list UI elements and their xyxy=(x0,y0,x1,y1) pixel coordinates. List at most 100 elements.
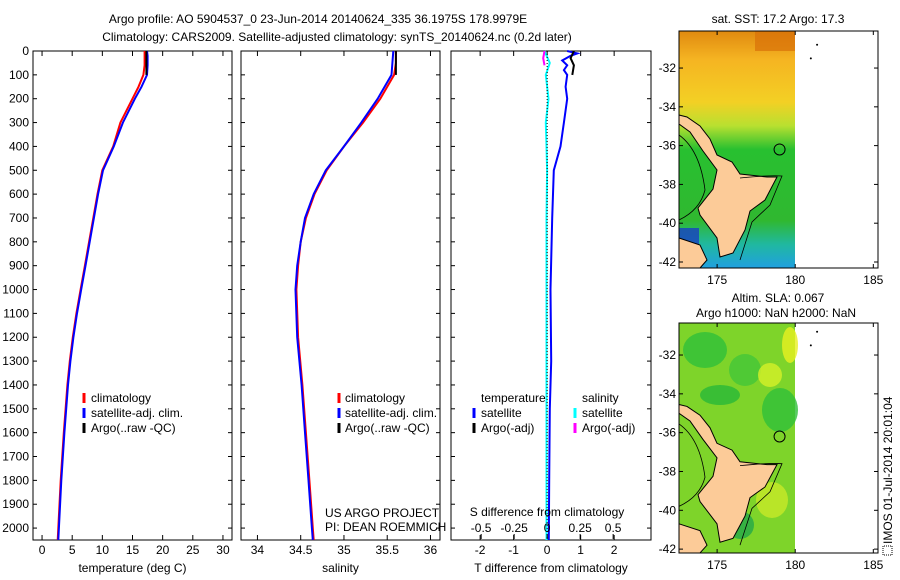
plot-frame xyxy=(450,50,652,541)
x-tick-label: 20 xyxy=(156,543,170,557)
difference-legend: temperature satellite Argo(-adj) salinit… xyxy=(472,391,635,435)
series-line-climatology xyxy=(56,51,146,541)
x-tick-label: 25 xyxy=(186,543,200,557)
difference-panel: -2 -1 0 1 2 T difference from climatology -0.5… xyxy=(450,50,652,575)
x-tick-label: 1 xyxy=(577,543,584,557)
lon-tick-label: 185 xyxy=(863,558,883,572)
sla-low-patch xyxy=(683,332,727,368)
lon-tick-label: 180 xyxy=(785,558,805,572)
x-tick-label: 15 xyxy=(126,543,140,557)
y-tick-label: 1900 xyxy=(2,497,29,511)
y-tick-label: 0 xyxy=(22,44,29,58)
series-line-t-satellite xyxy=(547,50,581,541)
title-line-2: Climatology: CARS2009. Satellite-adjuste… xyxy=(102,30,572,44)
x-tick-label: -2 xyxy=(475,543,486,557)
sla-low-patch xyxy=(762,388,798,432)
legend-label: Argo(-adj) xyxy=(481,421,534,435)
s-axis-tick-label: 0 xyxy=(544,521,551,535)
argo-float-marker xyxy=(773,143,786,156)
s-axis-tick-label: 0.25 xyxy=(568,521,592,535)
island-marker xyxy=(809,344,812,347)
x-tick-label: 34 xyxy=(251,543,265,557)
y-tick-label: 1000 xyxy=(2,283,29,297)
credit-line-2: PI: DEAN ROEMMICH xyxy=(325,520,446,534)
y-tick-label: 400 xyxy=(9,139,29,153)
y-tick-label: 2000 xyxy=(2,521,29,535)
y-tick-label: 1300 xyxy=(2,354,29,368)
legend-label: satellite xyxy=(481,406,522,420)
x-tick-label: 36 xyxy=(424,543,438,557)
x-tick-label: 30 xyxy=(216,543,230,557)
x-tick-label: 0 xyxy=(544,543,551,557)
lon-tick-label: 180 xyxy=(785,273,805,287)
map-frame xyxy=(678,322,879,554)
x-tick-label: 35.5 xyxy=(376,543,400,557)
y-tick-label: 300 xyxy=(9,116,29,130)
lat-tick-label: -38 xyxy=(659,177,677,191)
sla-high-patch xyxy=(782,327,798,363)
series-line-climatology xyxy=(295,51,397,541)
legend-label: satellite xyxy=(582,406,623,420)
island-marker xyxy=(809,57,812,60)
y-tick-label: 1400 xyxy=(2,378,29,392)
y-tick-label: 1600 xyxy=(2,426,29,440)
legend-label: Argo(..raw -QC) xyxy=(91,421,176,435)
temperature-panel: 0100200300400500600700800900100011001200… xyxy=(2,44,233,575)
legend-label: satellite-adj. clim. xyxy=(345,406,437,420)
x-axis-label: salinity xyxy=(322,561,359,575)
sst-map-title: sat. SST: 17.2 Argo: 17.3 xyxy=(712,12,845,26)
island-marker xyxy=(816,330,819,333)
lat-tick-label: -32 xyxy=(659,61,677,75)
y-tick-label: 1800 xyxy=(2,473,29,487)
legend-label: satellite-adj. clim. xyxy=(91,406,183,420)
island-marker xyxy=(816,43,819,46)
series-line-satellite-adj-clim- xyxy=(57,50,149,541)
lat-tick-label: -36 xyxy=(659,139,677,153)
series-line-satellite-adj-clim- xyxy=(294,50,395,541)
sla-map-subtitle: Argo h1000: NaN h2000: NaN xyxy=(696,306,856,320)
series-line-s-argo-adj- xyxy=(542,50,546,66)
legend-title-temperature: temperature xyxy=(481,391,546,405)
argo-float-marker xyxy=(773,430,786,443)
lat-tick-label: -42 xyxy=(659,542,677,556)
lat-tick-label: -34 xyxy=(659,387,677,401)
y-tick-label: 500 xyxy=(9,163,29,177)
credit-line-1: US ARGO PROJECT xyxy=(325,506,440,520)
legend-label: Argo(-adj) xyxy=(582,421,635,435)
y-tick-label: 1700 xyxy=(2,450,29,464)
sst-map xyxy=(678,31,795,269)
x-tick-label: 0 xyxy=(39,543,46,557)
map-frame xyxy=(678,30,879,269)
sla-map xyxy=(678,323,798,554)
y-tick-label: 900 xyxy=(9,259,29,273)
s-axis-tick-label: 0.5 xyxy=(605,521,622,535)
lat-tick-label: -40 xyxy=(659,216,677,230)
y-tick-label: 600 xyxy=(9,187,29,201)
lat-tick-label: -32 xyxy=(659,348,677,362)
lat-tick-label: -42 xyxy=(659,255,677,269)
sla-low-patch xyxy=(729,354,761,386)
y-tick-label: 100 xyxy=(9,68,29,82)
x-axis-label: T difference from climatology xyxy=(474,561,628,575)
imos-logo-icon xyxy=(882,545,893,556)
salinity-legend: climatology satellite-adj. clim. Argo(..… xyxy=(337,391,437,435)
imos-timestamp: IMOS 01-Jul-2014 20:01:04 xyxy=(881,396,895,544)
x-tick-label: 10 xyxy=(96,543,110,557)
y-tick-label: 1100 xyxy=(3,306,29,320)
x-tick-label: 34.5 xyxy=(289,543,313,557)
legend-label: Argo(..raw -QC) xyxy=(345,421,430,435)
s-axis-tick-label: -0.25 xyxy=(500,521,528,535)
legend-title-salinity: salinity xyxy=(582,391,619,405)
sla-low-patch xyxy=(700,385,740,405)
x-tick-label: 35 xyxy=(337,543,351,557)
s-axis-tick-label: -0.5 xyxy=(471,521,492,535)
lon-tick-label: 185 xyxy=(863,273,883,287)
x-tick-label: 5 xyxy=(69,543,76,557)
series-line-s-satellite xyxy=(543,50,551,540)
legend-label: climatology xyxy=(91,391,151,405)
lat-tick-label: -36 xyxy=(659,426,677,440)
x-axis-label: temperature (deg C) xyxy=(78,561,186,575)
sla-map-axes: 175 180 185 -32 -34 -36 -38 -40 -42 xyxy=(659,322,884,572)
x-tick-label: 2 xyxy=(611,543,618,557)
